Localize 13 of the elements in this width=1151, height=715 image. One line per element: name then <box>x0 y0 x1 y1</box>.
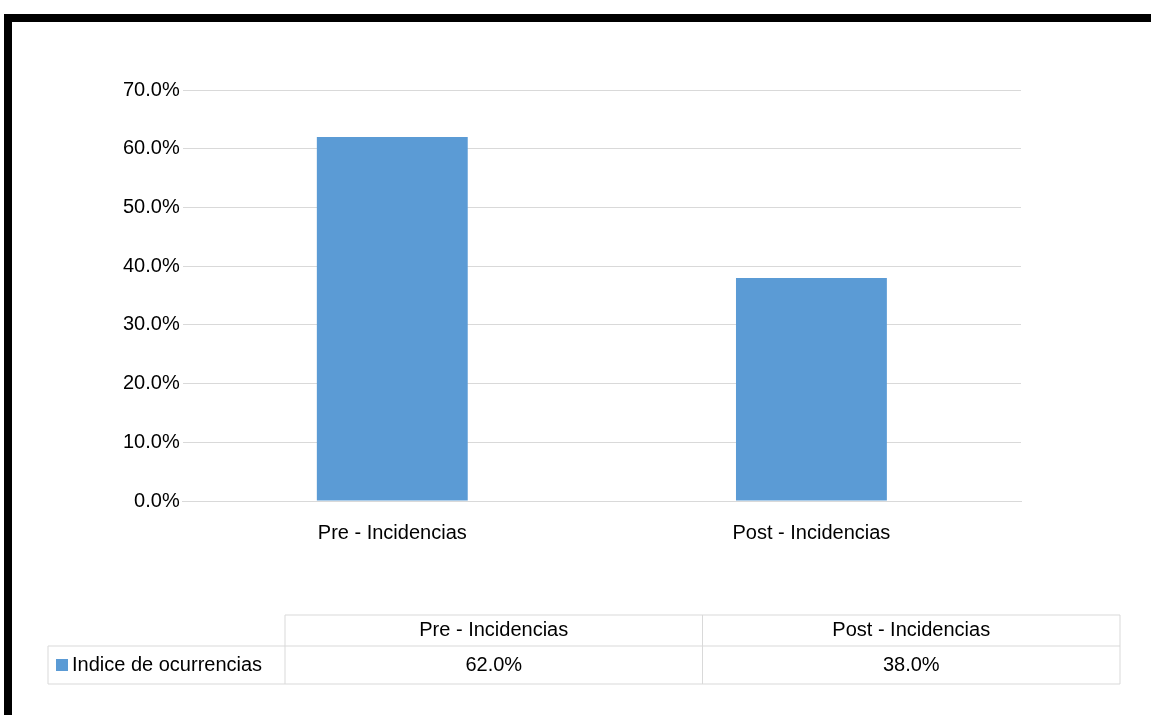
data-label: 62.0% <box>465 652 523 675</box>
legend-label: Indice de ocurrencias <box>72 652 263 675</box>
y-tick-label: 70.0% <box>122 77 180 100</box>
y-tick-label: 20.0% <box>122 371 180 394</box>
y-tick-label: 40.0% <box>122 253 180 276</box>
category-label: Post - Incidencias <box>832 618 991 641</box>
y-tick-label: 10.0% <box>122 429 180 452</box>
y-tick-label: 50.0% <box>122 194 180 217</box>
data-label: 38.0% <box>882 652 940 675</box>
y-tick-label: 30.0% <box>122 312 180 335</box>
y-tick-label: 0.0% <box>134 488 180 511</box>
y-tick-label: 60.0% <box>122 136 180 159</box>
category-label: Pre - Incidencias <box>419 618 569 641</box>
